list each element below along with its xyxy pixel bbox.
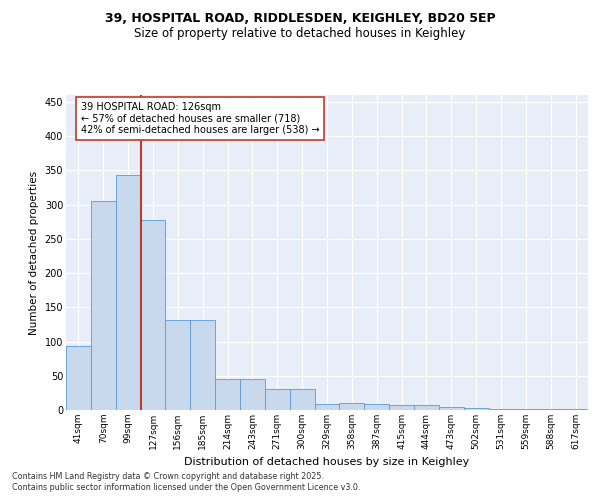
Bar: [488, 408, 514, 410]
Text: 39, HOSPITAL ROAD, RIDDLESDEN, KEIGHLEY, BD20 5EP: 39, HOSPITAL ROAD, RIDDLESDEN, KEIGHLEY,…: [104, 12, 496, 26]
Text: Contains public sector information licensed under the Open Government Licence v3: Contains public sector information licen…: [12, 484, 361, 492]
Bar: [215, 378, 240, 410]
Bar: [364, 404, 389, 410]
Bar: [91, 201, 116, 410]
Text: Size of property relative to detached houses in Keighley: Size of property relative to detached ho…: [134, 28, 466, 40]
Bar: [166, 320, 190, 410]
Bar: [240, 378, 265, 410]
Text: 39 HOSPITAL ROAD: 126sqm
← 57% of detached houses are smaller (718)
42% of semi-: 39 HOSPITAL ROAD: 126sqm ← 57% of detach…: [81, 102, 320, 135]
Bar: [563, 408, 588, 410]
Bar: [66, 346, 91, 410]
Bar: [314, 404, 340, 410]
Bar: [290, 390, 314, 410]
Bar: [140, 220, 166, 410]
Bar: [340, 403, 364, 410]
Bar: [439, 408, 464, 410]
Bar: [116, 175, 140, 410]
Text: Contains HM Land Registry data © Crown copyright and database right 2025.: Contains HM Land Registry data © Crown c…: [12, 472, 324, 481]
Bar: [464, 408, 488, 410]
Bar: [389, 405, 414, 410]
Y-axis label: Number of detached properties: Number of detached properties: [29, 170, 39, 334]
Bar: [265, 390, 290, 410]
Bar: [190, 320, 215, 410]
X-axis label: Distribution of detached houses by size in Keighley: Distribution of detached houses by size …: [184, 458, 470, 468]
Bar: [414, 405, 439, 410]
